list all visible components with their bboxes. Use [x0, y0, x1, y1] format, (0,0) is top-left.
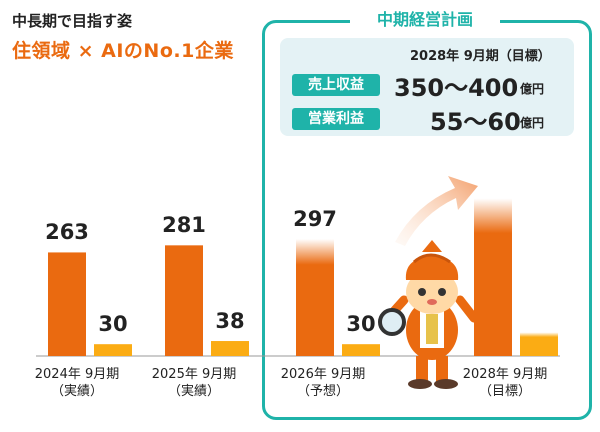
profit-value-label-1: 30 [98, 312, 128, 337]
category-label-3: 2026年 9月期 （予想） [268, 366, 378, 400]
category-period: 2024年 9月期 [34, 367, 120, 382]
plan-target-period: 2028年 9月期（目標） [410, 49, 551, 64]
sales-bar-3 [296, 239, 334, 356]
category-label-4: 2028年 9月期 （目標） [450, 366, 560, 400]
sales-target-unit: 億円 [520, 82, 545, 96]
page-title: 中長期で目指す姿 [12, 12, 133, 30]
sales-bar-2 [165, 245, 203, 356]
profit-bar-3 [342, 344, 380, 356]
profit-value-label-2: 38 [215, 309, 245, 334]
category-type: （実績） [167, 384, 220, 399]
sales-badge: 売上収益 [292, 74, 380, 96]
detective-mascot-icon [378, 240, 479, 389]
category-period: 2026年 9月期 [280, 367, 366, 382]
category-type: （目標） [478, 384, 531, 399]
profit-bar-1 [94, 344, 132, 356]
profit-bar-2 [211, 341, 249, 356]
sales-value-label-2: 281 [162, 213, 206, 238]
profit-bar-4 [520, 332, 558, 356]
mid-term-plan-title: 中期経営計画 [350, 7, 500, 33]
growth-arrow-icon [395, 176, 478, 246]
sales-value-label-1: 263 [45, 220, 89, 245]
category-type: （予想） [296, 384, 349, 399]
category-label-2: 2025年 9月期 （実績） [139, 366, 249, 400]
category-period: 2025年 9月期 [151, 367, 237, 382]
category-type: （実績） [50, 384, 103, 399]
profit-value-label-3: 30 [346, 312, 376, 337]
sales-bar-4 [474, 198, 512, 356]
profit-target-unit: 億円 [520, 116, 545, 130]
profit-badge: 営業利益 [292, 108, 380, 130]
sales-target-value: 350〜400 [394, 74, 519, 102]
category-label-1: 2024年 9月期 （実績） [22, 366, 132, 400]
profit-target-value: 55〜60 [430, 108, 521, 136]
sales-bar-1 [48, 252, 86, 356]
page-subtitle: 住領域 × AIのNo.1企業 [12, 40, 234, 62]
category-period: 2028年 9月期 [462, 367, 548, 382]
sales-value-label-3: 297 [293, 207, 337, 232]
